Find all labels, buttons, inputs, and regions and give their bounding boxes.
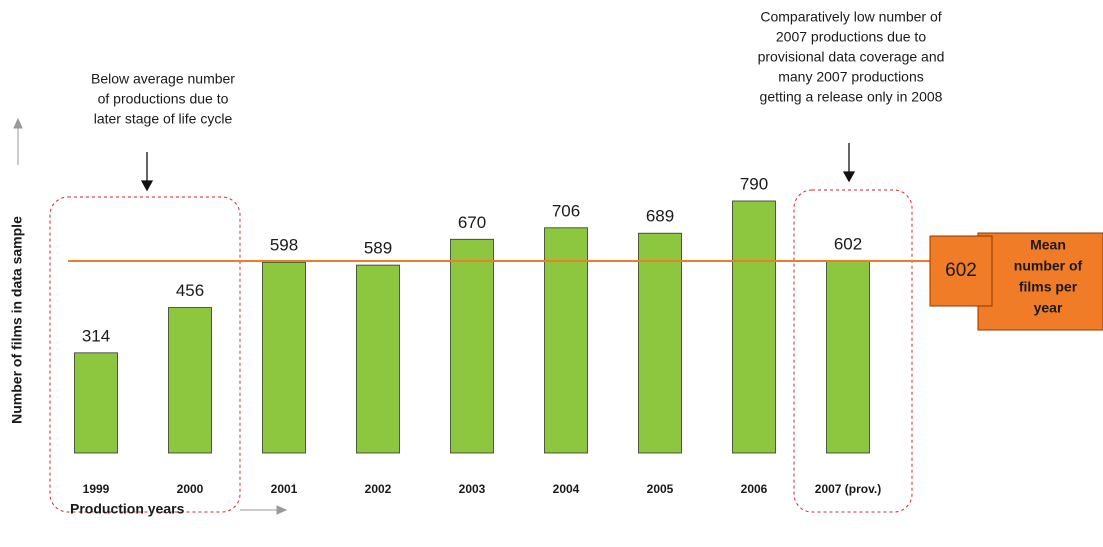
x-tick-label: 2006 [741,482,768,496]
y-axis-label: Number of films in data sample [9,216,25,424]
x-tick-label: 2004 [553,482,580,496]
mean-label: Mean [1030,237,1066,253]
value-label: 790 [740,174,768,193]
x-tick-label: 2001 [271,482,298,496]
mean-label: films per [1019,279,1078,295]
bar [732,200,776,454]
bar [356,264,400,454]
bar [262,261,306,454]
value-label: 314 [82,326,110,345]
x-tick-label: 1999 [83,482,110,496]
mean-value-box [929,235,993,307]
bar [826,260,870,454]
highlight-box [49,196,241,513]
x-tick-label: 2002 [365,482,392,496]
x-tick-label: 2007 (prov.) [815,482,881,496]
annotation: of productions due to [98,91,229,107]
x-tick-label: 2003 [459,482,486,496]
annotation: many 2007 productions [778,69,924,85]
annotation: 2007 productions due to [776,29,926,45]
value-label: 456 [176,281,204,300]
bar [638,232,682,454]
value-label: 598 [270,236,298,255]
mean-value: 602 [945,260,977,281]
annotation: provisional data coverage and [758,49,945,65]
highlight-box [793,189,913,513]
bar [168,307,212,454]
annotation: later stage of life cycle [94,111,233,127]
x-tick-label: 2005 [647,482,674,496]
value-label: 670 [458,213,486,232]
value-label: 602 [834,234,862,253]
value-label: 706 [552,201,580,220]
x-tick-label: 2000 [177,482,204,496]
annotation: Below average number [91,71,235,87]
value-label: 689 [646,207,674,226]
bar [74,352,118,454]
annotation: Comparatively low number of [760,9,941,25]
mean-label: number of [1014,258,1083,274]
value-label: 589 [364,239,392,258]
x-axis-label: Production years [70,501,185,517]
bar [544,227,588,454]
annotation: getting a release only in 2008 [760,89,943,105]
annotation-arrows [140,143,856,192]
bar [450,238,494,454]
mean-label: year [1034,300,1063,316]
axis-arrows [13,117,288,515]
